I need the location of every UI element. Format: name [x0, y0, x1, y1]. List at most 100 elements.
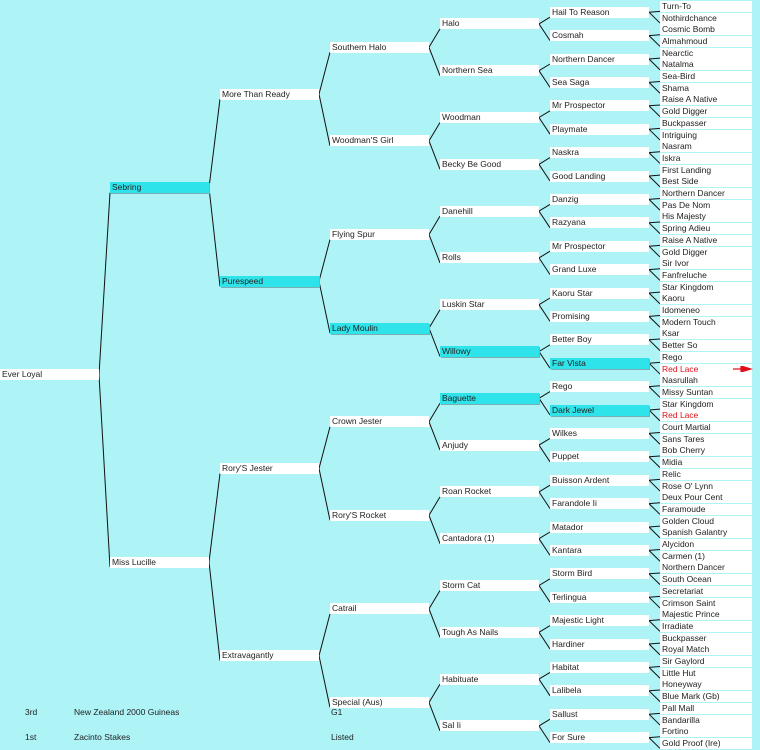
ancestor-gen4[interactable]: Storm Cat: [440, 580, 539, 591]
ancestor-gen3[interactable]: Lady Moulin: [330, 322, 429, 334]
ancestor-gen6[interactable]: Idomeneo: [660, 305, 752, 317]
ancestor-gen6[interactable]: Sea-Bird: [660, 71, 752, 83]
ancestor-gen5[interactable]: Rego: [550, 381, 649, 393]
ancestor-gen5[interactable]: Wilkes: [550, 427, 649, 439]
ancestor-gen4[interactable]: Woodman: [440, 112, 539, 123]
ancestor-gen6[interactable]: Pall Mall: [660, 702, 752, 714]
ancestor-gen6[interactable]: Natalma: [660, 59, 752, 71]
ancestor-gen5[interactable]: Good Landing: [550, 170, 649, 182]
ancestor-gen6[interactable]: Fanfreluche: [660, 269, 752, 281]
ancestor-gen2[interactable]: Rory'S Jester: [220, 463, 319, 474]
ancestor-gen5[interactable]: Kaoru Star: [550, 287, 649, 299]
ancestor-gen6[interactable]: Intriguing: [660, 129, 752, 141]
ancestor-gen6[interactable]: Carmen (1): [660, 550, 752, 562]
ancestor-gen6[interactable]: Fortino: [660, 726, 752, 738]
ancestor-gen6[interactable]: Star Kingdom: [660, 281, 752, 293]
ancestor-gen6[interactable]: Nasrullah: [660, 375, 752, 387]
ancestor-gen5[interactable]: Mr Prospector: [550, 240, 649, 252]
ancestor-gen4[interactable]: Baguette: [440, 392, 539, 404]
ancestor-gen5[interactable]: Kantara: [550, 544, 649, 556]
ancestor-gen6[interactable]: Bandarilla: [660, 714, 752, 726]
ancestor-gen6[interactable]: Faramoude: [660, 503, 752, 515]
ancestor-gen5[interactable]: For Sure: [550, 732, 649, 744]
ancestor-gen6[interactable]: Gold Digger: [660, 246, 752, 258]
ancestor-gen5[interactable]: Habitat: [550, 661, 649, 673]
ancestor-gen6[interactable]: Almahmoud: [660, 35, 752, 47]
ancestor-gen6[interactable]: Nearctic: [660, 47, 752, 59]
ancestor-gen6[interactable]: Kaoru: [660, 293, 752, 305]
ancestor-gen6[interactable]: Deux Pour Cent: [660, 492, 752, 504]
ancestor-gen5[interactable]: Promising: [550, 310, 649, 322]
ancestor-gen6[interactable]: Spanish Galantry: [660, 527, 752, 539]
ancestor-gen3[interactable]: Crown Jester: [330, 416, 429, 428]
ancestor-gen4[interactable]: Northern Sea: [440, 65, 539, 77]
ancestor-gen2[interactable]: Purespeed: [220, 275, 319, 287]
ancestor-gen6[interactable]: Raise A Native: [660, 94, 752, 106]
ancestor-gen6[interactable]: Midia: [660, 457, 752, 469]
ancestor-gen6[interactable]: Red Lace: [660, 363, 752, 375]
ancestor-gen6[interactable]: Little Hut: [660, 667, 752, 679]
ancestor-gen4[interactable]: Rolls: [440, 252, 539, 264]
ancestor-gen6[interactable]: Sir Gaylord: [660, 656, 752, 668]
ancestor-gen5[interactable]: Playmate: [550, 123, 649, 135]
ancestor-gen5[interactable]: Hail To Reason: [550, 6, 649, 18]
ancestor-gen6[interactable]: Buckpasser: [660, 632, 752, 644]
ancestor-gen5[interactable]: Dark Jewel: [550, 404, 649, 416]
ancestor-gen6[interactable]: Buckpasser: [660, 117, 752, 129]
ancestor-gen6[interactable]: Turn-To: [660, 0, 752, 12]
ancestor-gen3[interactable]: Special (Aus): [330, 697, 429, 708]
ancestor-gen4[interactable]: Becky Be Good: [440, 158, 539, 170]
ancestor-gen6[interactable]: Star Kingdom: [660, 398, 752, 410]
ancestor-gen6[interactable]: Gold Digger: [660, 106, 752, 118]
ancestor-gen3[interactable]: Southern Halo: [330, 41, 429, 53]
ancestor-gen6[interactable]: Nasram: [660, 141, 752, 153]
ancestor-gen6[interactable]: Pas De Nom: [660, 199, 752, 211]
ancestor-gen4[interactable]: Tough As Nails: [440, 626, 539, 638]
ancestor-gen4[interactable]: Halo: [440, 18, 539, 30]
ancestor-gen6[interactable]: Missy Suntan: [660, 386, 752, 398]
ancestor-gen6[interactable]: His Majesty: [660, 211, 752, 223]
ancestor-gen6[interactable]: Northern Dancer: [660, 562, 752, 574]
ancestor-gen2[interactable]: Extravagantly: [220, 650, 319, 662]
ancestor-gen6[interactable]: Better So: [660, 340, 752, 352]
ancestor-gen6[interactable]: First Landing: [660, 164, 752, 176]
ancestor-gen5[interactable]: Terlingua: [550, 591, 649, 603]
ancestor-gen6[interactable]: Relic: [660, 468, 752, 480]
ancestor-gen6[interactable]: Nothirdchance: [660, 12, 752, 24]
ancestor-gen4[interactable]: Danehill: [440, 205, 539, 217]
ancestor-gen5[interactable]: Cosmah: [550, 30, 649, 42]
ancestor-gen4[interactable]: Willowy: [440, 346, 539, 357]
ancestor-gen4[interactable]: Anjudy: [440, 439, 539, 451]
ancestor-gen5[interactable]: Grand Luxe: [550, 264, 649, 276]
ancestor-gen1[interactable]: Sebring: [110, 182, 209, 194]
ancestor-gen5[interactable]: Matador: [550, 521, 649, 533]
ancestor-gen5[interactable]: Sallust: [550, 708, 649, 720]
ancestor-gen6[interactable]: Raise A Native: [660, 234, 752, 246]
ancestor-gen3[interactable]: Catrail: [330, 603, 429, 615]
ancestor-gen5[interactable]: Storm Bird: [550, 568, 649, 580]
ancestor-gen6[interactable]: Majestic Prince: [660, 609, 752, 621]
ancestor-gen5[interactable]: Puppet: [550, 451, 649, 463]
ancestor-gen1[interactable]: Miss Lucille: [110, 556, 209, 568]
ancestor-gen5[interactable]: Northern Dancer: [550, 53, 649, 65]
ancestor-gen5[interactable]: Mr Prospector: [550, 100, 649, 112]
ancestor-gen6[interactable]: South Ocean: [660, 574, 752, 586]
ancestor-gen6[interactable]: Irradiate: [660, 620, 752, 632]
ancestor-gen6[interactable]: Secretariat: [660, 585, 752, 597]
ancestor-gen6[interactable]: Alycidon: [660, 539, 752, 551]
ancestor-gen6[interactable]: Sir Ivor: [660, 258, 752, 270]
ancestor-gen6[interactable]: Rego: [660, 351, 752, 363]
ancestor-gen5[interactable]: Better Boy: [550, 334, 649, 346]
ancestor-gen6[interactable]: Ksar: [660, 328, 752, 340]
ancestor-gen6[interactable]: Best Side: [660, 176, 752, 188]
ancestor-gen6[interactable]: Golden Cloud: [660, 515, 752, 527]
ancestor-gen4[interactable]: Cantadora (1): [440, 533, 539, 545]
ancestor-gen5[interactable]: Buisson Ardent: [550, 474, 649, 486]
ancestor-gen3[interactable]: Flying Spur: [330, 229, 429, 240]
ancestor-gen5[interactable]: Majestic Light: [550, 615, 649, 627]
ancestor-gen4[interactable]: Habituate: [440, 673, 539, 685]
ancestor-gen5[interactable]: Farandole Ii: [550, 498, 649, 510]
ancestor-gen5[interactable]: Hardiner: [550, 638, 649, 650]
ancestor-gen6[interactable]: Northern Dancer: [660, 188, 752, 200]
ancestor-gen5[interactable]: Razyana: [550, 217, 649, 229]
